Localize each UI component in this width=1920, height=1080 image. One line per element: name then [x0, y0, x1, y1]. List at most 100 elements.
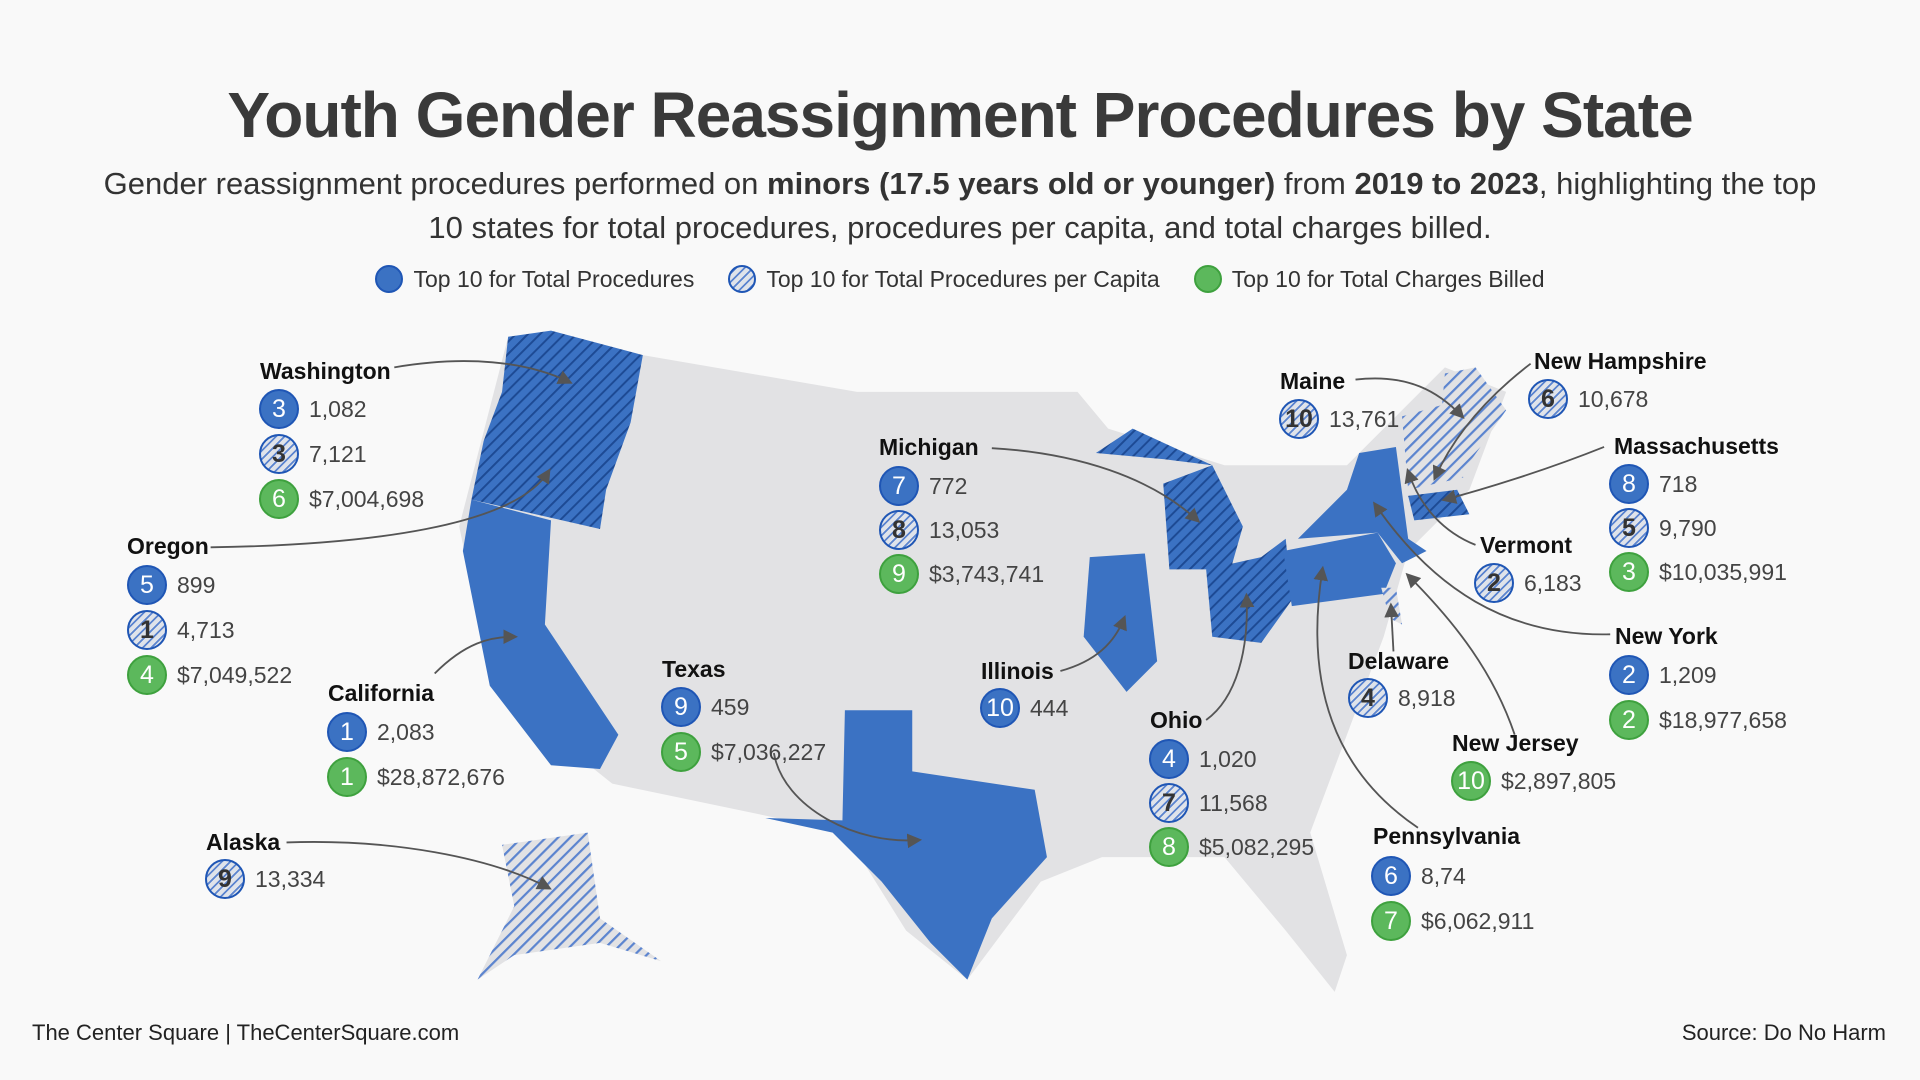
- rank-badge-blue: 3: [259, 389, 299, 429]
- stat-value: 13,761: [1329, 405, 1400, 432]
- state-california: [462, 499, 619, 769]
- rank-badge-green: 6: [259, 479, 299, 519]
- rank-badge-green: 3: [1609, 552, 1649, 592]
- green-circle-icon: [1193, 265, 1222, 293]
- stat-value: 4,713: [177, 616, 235, 643]
- state-label-new-jersey: New Jersey: [1452, 730, 1579, 756]
- state-new-york: [1297, 446, 1427, 564]
- state-label-washington: Washington: [260, 358, 391, 384]
- rank-badge-blue: 4: [1149, 739, 1189, 779]
- rank-badge-green: 10: [1451, 761, 1491, 801]
- rank-badge-hatch: 5: [1609, 508, 1649, 548]
- rank-badge-hatch: 10: [1279, 399, 1319, 439]
- footer-credit: The Center Square | TheCenterSquare.com: [32, 1020, 460, 1045]
- stat-row-hatch: 2 6,183: [1474, 563, 1582, 603]
- rank-badge-hatch: 7: [1149, 783, 1189, 823]
- subtitle: Gender reassignment procedures performed…: [100, 162, 1820, 250]
- state-label-pennsylvania: Pennsylvania: [1373, 823, 1521, 849]
- stat-value: 9,790: [1659, 514, 1717, 541]
- state-label-maine: Maine: [1280, 368, 1346, 394]
- stat-value: 8,918: [1398, 684, 1456, 711]
- stat-row-green: 1 $28,872,676: [327, 757, 505, 797]
- stat-value: $5,082,295: [1199, 833, 1315, 860]
- hatched-circle-icon: [728, 265, 757, 293]
- stat-value: 8,74: [1421, 862, 1466, 889]
- rank-badge-hatch: 6: [1528, 379, 1568, 419]
- stat-row-hatch: 6 10,678: [1528, 379, 1648, 419]
- state-label-delaware: Delaware: [1348, 648, 1450, 674]
- stat-value: 1,209: [1659, 661, 1717, 688]
- state-ohio: [1206, 538, 1292, 643]
- stat-row-hatch: 7 11,568: [1149, 783, 1268, 823]
- stat-row-blue: 1 2,083: [327, 712, 435, 752]
- blue-circle-icon: [375, 265, 404, 293]
- stat-row-blue: 10 444: [980, 688, 1068, 728]
- subtitle-text: from: [1275, 166, 1355, 201]
- stat-row-blue: 4 1,020: [1149, 739, 1257, 779]
- rank-badge-hatch: 9: [205, 859, 245, 899]
- subtitle-bold-age: minors (17.5 years old or younger): [767, 166, 1276, 201]
- state-alaska: [477, 832, 662, 980]
- stat-row-blue: 9 459: [661, 687, 749, 727]
- state-label-texas: Texas: [662, 656, 726, 682]
- rank-badge-blue: 8: [1609, 464, 1649, 504]
- stat-value: 1,082: [309, 395, 367, 422]
- stat-value: $6,062,911: [1421, 907, 1535, 934]
- state-label-new-hampshire: New Hampshire: [1534, 348, 1707, 374]
- stat-row-green: 10 $2,897,805: [1451, 761, 1616, 801]
- rank-badge-blue: 2: [1609, 655, 1649, 695]
- us-base-map: [459, 336, 1507, 992]
- stat-row-hatch: 1 4,713: [127, 610, 235, 650]
- rank-badge-hatch: 4: [1348, 678, 1388, 718]
- state-label-michigan: Michigan: [879, 434, 979, 460]
- stat-value: 13,334: [255, 865, 326, 892]
- subtitle-text: , highlighting the top 10 states for tot…: [428, 166, 1817, 245]
- stat-value: $7,004,698: [309, 485, 425, 512]
- stat-value: 6,183: [1524, 569, 1582, 596]
- stat-value: $7,036,227: [711, 738, 827, 765]
- legend-item-charges-billed: Top 10 for Total Charges Billed: [1193, 265, 1545, 293]
- rank-badge-blue: 6: [1371, 856, 1411, 896]
- legend-label: Top 10 for Total Procedures: [413, 265, 695, 292]
- rank-badge-hatch: 2: [1474, 563, 1514, 603]
- stat-value: 7,121: [309, 440, 367, 467]
- rank-badge-green: 9: [879, 554, 919, 594]
- state-label-alaska: Alaska: [206, 829, 281, 855]
- stat-row-blue: 6 8,74: [1371, 856, 1466, 896]
- stat-value: 1,020: [1199, 745, 1257, 772]
- rank-badge-blue: 9: [661, 687, 701, 727]
- state-label-illinois: Illinois: [981, 658, 1054, 684]
- rank-badge-green: 5: [661, 732, 701, 772]
- stat-value: 10,678: [1578, 385, 1649, 412]
- stat-value: $10,035,991: [1659, 558, 1787, 585]
- stat-row-hatch: 5 9,790: [1609, 508, 1717, 548]
- stat-value: 899: [177, 571, 216, 598]
- rank-badge-hatch: 3: [259, 434, 299, 474]
- stat-row-green: 4 $7,049,522: [127, 655, 292, 695]
- stat-row-blue: 7 772: [879, 466, 967, 506]
- page-title: Youth Gender Reassignment Procedures by …: [227, 79, 1693, 151]
- rank-badge-hatch: 8: [879, 510, 919, 550]
- stat-value: $7,049,522: [177, 661, 293, 688]
- subtitle-bold-years: 2019 to 2023: [1354, 166, 1539, 201]
- state-label-california: California: [328, 680, 435, 706]
- stat-value: 13,053: [929, 516, 1000, 543]
- rank-badge-green: 2: [1609, 700, 1649, 740]
- stat-row-green: 2 $18,977,658: [1609, 700, 1787, 740]
- stat-row-green: 8 $5,082,295: [1149, 827, 1314, 867]
- state-oregon: [471, 391, 631, 529]
- leader-lines: [210, 360, 1611, 890]
- rank-badge-green: 7: [1371, 901, 1411, 941]
- rank-badge-blue: 1: [327, 712, 367, 752]
- stat-value: 2,083: [377, 718, 435, 745]
- stat-row-blue: 3 1,082: [259, 389, 367, 429]
- stat-value: $2,897,805: [1501, 767, 1617, 794]
- stat-value: 444: [1030, 694, 1069, 721]
- stat-value: $3,743,741: [929, 560, 1045, 587]
- stat-row-blue: 2 1,209: [1609, 655, 1717, 695]
- state-label-oregon: Oregon: [127, 533, 209, 559]
- rank-badge-green: 1: [327, 757, 367, 797]
- stat-value: $18,977,658: [1659, 706, 1787, 733]
- rank-badge-green: 8: [1149, 827, 1189, 867]
